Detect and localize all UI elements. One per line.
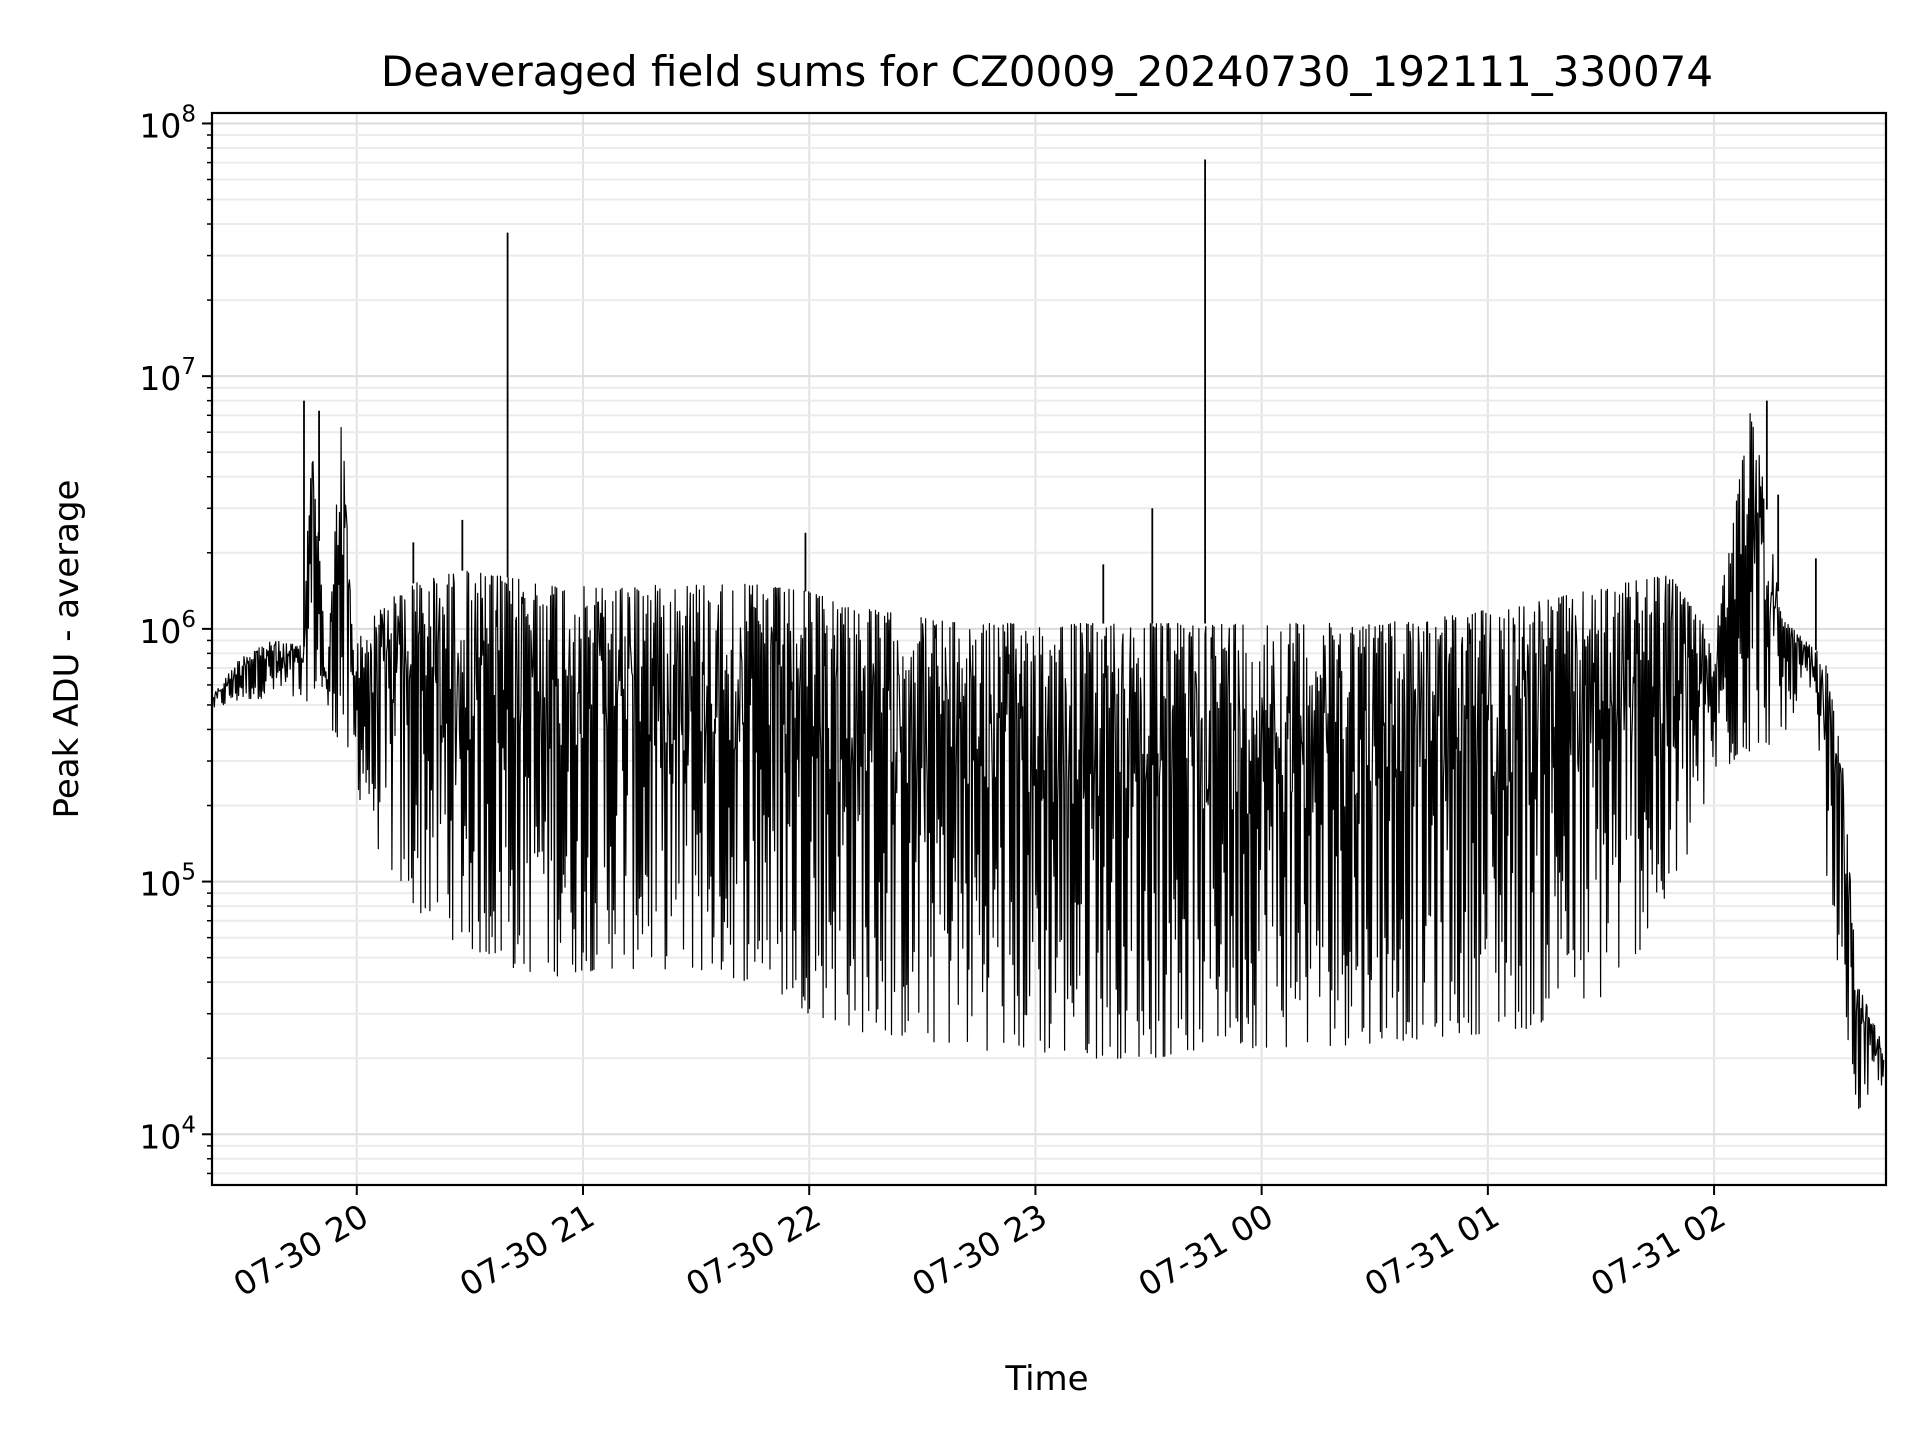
y-tick-label: 104 (139, 1112, 196, 1156)
series-trace (212, 413, 1885, 1110)
plot-frame (210, 111, 1888, 1187)
x-axis-label: Time (1004, 1359, 1088, 1399)
y-tick-label: 108 (139, 101, 196, 145)
chart-title: Deaveraged field sums for CZ0009_2024073… (381, 47, 1713, 96)
series-line (212, 159, 1885, 1110)
y-tick-label: 105 (139, 860, 196, 904)
y-axis-label: Peak ADU - average (47, 480, 87, 819)
y-tick-label: 107 (139, 354, 196, 398)
y-tick-label: 106 (139, 607, 196, 651)
